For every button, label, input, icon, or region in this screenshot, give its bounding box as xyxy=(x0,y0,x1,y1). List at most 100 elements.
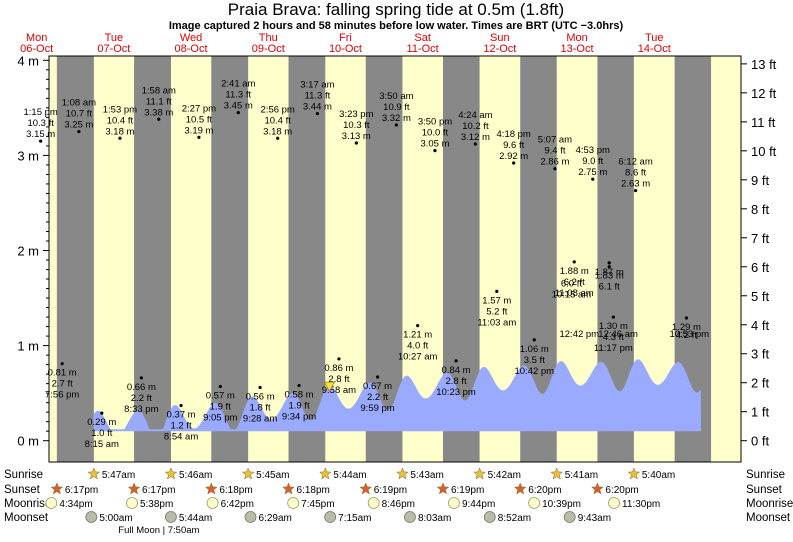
tide-event-dot xyxy=(297,383,301,388)
tide-event-label: 2.2 ft xyxy=(131,393,152,404)
right-axis-tick-label: 10 ft xyxy=(751,144,777,159)
moonset-circle-icon xyxy=(85,511,98,523)
right-axis-tick-label: 13 ft xyxy=(751,57,777,72)
sunset-time: 6:20pm xyxy=(528,485,561,496)
tide-event-label: 6.0 ft xyxy=(561,279,582,290)
tide-event-dot xyxy=(553,167,557,171)
moonset-time: 5:44am xyxy=(179,513,212,524)
tide-event-label: 1.9 ft xyxy=(288,401,309,412)
tide-event-label: 12:42 pm xyxy=(559,329,599,340)
tide-event-label: 3:50 am xyxy=(379,91,413,102)
tide-event-label: 3.19 m xyxy=(184,125,213,136)
tide-event-label: 3.5 ft xyxy=(524,355,545,366)
moon-circle-icon xyxy=(126,497,138,509)
sunset-star-icon xyxy=(436,482,450,495)
tide-event-label: 1.2 ft xyxy=(171,421,192,432)
tide-event-label: 0.56 m xyxy=(246,391,275,402)
tide-event-label: 9:34 pm xyxy=(282,412,316,423)
moonset-time: 8:52am xyxy=(498,513,531,524)
tide-event-dot xyxy=(354,141,358,145)
tide-event-label: 9.4 ft xyxy=(544,146,565,157)
tide-event-dot xyxy=(495,289,499,293)
sunset-star-icon xyxy=(591,482,604,495)
tide-event-dot xyxy=(118,136,122,140)
tide-event-label: 2.8 ft xyxy=(328,374,349,385)
moonrise-time: 6:42pm xyxy=(221,499,254,510)
moonset-time: 7:15am xyxy=(338,513,371,524)
tide-event-dot xyxy=(179,403,183,408)
tide-event-label: 10:23 pm xyxy=(436,387,476,398)
right-axis-tick-label: 12 ft xyxy=(751,86,777,101)
tide-event-label: 10.4 ft xyxy=(264,115,291,126)
tide-event-label: 10.3 ft xyxy=(27,118,54,129)
tide-event-label: 0.66 m xyxy=(127,382,156,393)
sun-star-icon xyxy=(318,467,332,480)
row-label-moonrise-right: Moonrise xyxy=(746,498,793,510)
tide-event-dot xyxy=(236,111,240,115)
left-axis-tick-label: 0 m xyxy=(17,434,39,449)
tide-event-label: 4:53 pm xyxy=(576,145,610,156)
moonrise-time: 5:38pm xyxy=(140,499,173,510)
row-label-sunrise: Sunrise xyxy=(4,469,43,481)
tide-event-dot xyxy=(433,149,437,153)
tide-event-dot xyxy=(139,376,143,380)
tide-event-label: 3.32 m xyxy=(382,113,411,124)
sunrise-time: 5:46am xyxy=(179,470,212,481)
tide-event-label: 9:59 pm xyxy=(360,403,394,414)
moonrise-time: 8:46pm xyxy=(382,499,415,510)
tide-event-dot xyxy=(60,362,64,366)
moon-circle-icon xyxy=(287,497,300,509)
tide-event-label: 1.9 ft xyxy=(210,401,231,412)
tide-event-label: 7:56 pm xyxy=(45,390,79,401)
tide-event-dot xyxy=(532,338,536,342)
tide-event-label: 11:03 am xyxy=(477,317,516,328)
tide-event-dot xyxy=(276,136,280,140)
sun-star-icon xyxy=(396,467,409,480)
tide-event-label: 11:08 am xyxy=(555,288,594,299)
tide-event-label: 0.84 m xyxy=(442,365,471,376)
tide-event-label: 3.38 m xyxy=(144,107,173,118)
tide-event-label: 10.9 ft xyxy=(383,102,410,113)
day-weekday-label: Mon xyxy=(566,32,587,44)
moonset-time: 6:29am xyxy=(259,513,292,524)
tide-event-label: 4:24 am xyxy=(458,110,492,121)
sunset-star-icon xyxy=(50,482,64,495)
sun-star-icon xyxy=(241,467,255,480)
tide-event-label: 8:15 am xyxy=(85,439,119,450)
tide-event-dot xyxy=(633,188,638,193)
tide-event-label: 8:54 am xyxy=(164,432,198,443)
tide-event-label: 4.2 ft xyxy=(676,330,697,341)
day-date-label: 14-Oct xyxy=(638,43,671,55)
chart-subtitle: Image captured 2 hours and 58 minutes be… xyxy=(169,20,624,32)
tide-event-label: 9.6 ft xyxy=(503,140,524,151)
tide-event-dot xyxy=(416,324,420,328)
tide-event-label: 10.3 ft xyxy=(343,120,370,131)
day-date-label: 08-Oct xyxy=(175,43,208,55)
tide-event-label: 1:08 am xyxy=(62,98,96,109)
sunrise-time: 5:42am xyxy=(488,470,521,481)
right-axis-tick-label: 1 ft xyxy=(751,405,769,420)
day-weekday-label: Mon xyxy=(26,32,47,44)
sunset-star-icon xyxy=(204,482,218,495)
sunrise-time: 5:40am xyxy=(642,470,675,481)
tide-event-label: 9:58 am xyxy=(322,385,356,396)
moon-circle-icon xyxy=(448,497,460,509)
tide-event-label: 1.8 ft xyxy=(250,402,271,413)
right-axis-tick-label: 4 ft xyxy=(751,318,769,333)
tide-event-label: 11.3 ft xyxy=(225,90,251,101)
day-date-label: 09-Oct xyxy=(252,43,285,55)
right-axis-tick-label: 11 ft xyxy=(751,115,776,130)
day-weekday-label: Tue xyxy=(105,32,124,44)
tide-event-dot xyxy=(218,384,222,389)
tide-event-label: 2.2 ft xyxy=(367,392,388,403)
tide-event-label: 9:28 am xyxy=(243,413,277,424)
sunrise-time: 5:45am xyxy=(256,470,289,481)
tide-event-label: 3:23 pm xyxy=(339,109,373,120)
tide-event-dot xyxy=(100,411,104,415)
tide-area xyxy=(94,359,701,432)
tide-event-dot xyxy=(77,130,81,134)
sun-moon-rows: Sunrise Sunrise Sunset Sunset Moonrise Moonri… xyxy=(4,467,793,536)
day-weekday-label: Sun xyxy=(490,32,510,44)
tide-event-label: 3.12 m xyxy=(461,132,490,143)
